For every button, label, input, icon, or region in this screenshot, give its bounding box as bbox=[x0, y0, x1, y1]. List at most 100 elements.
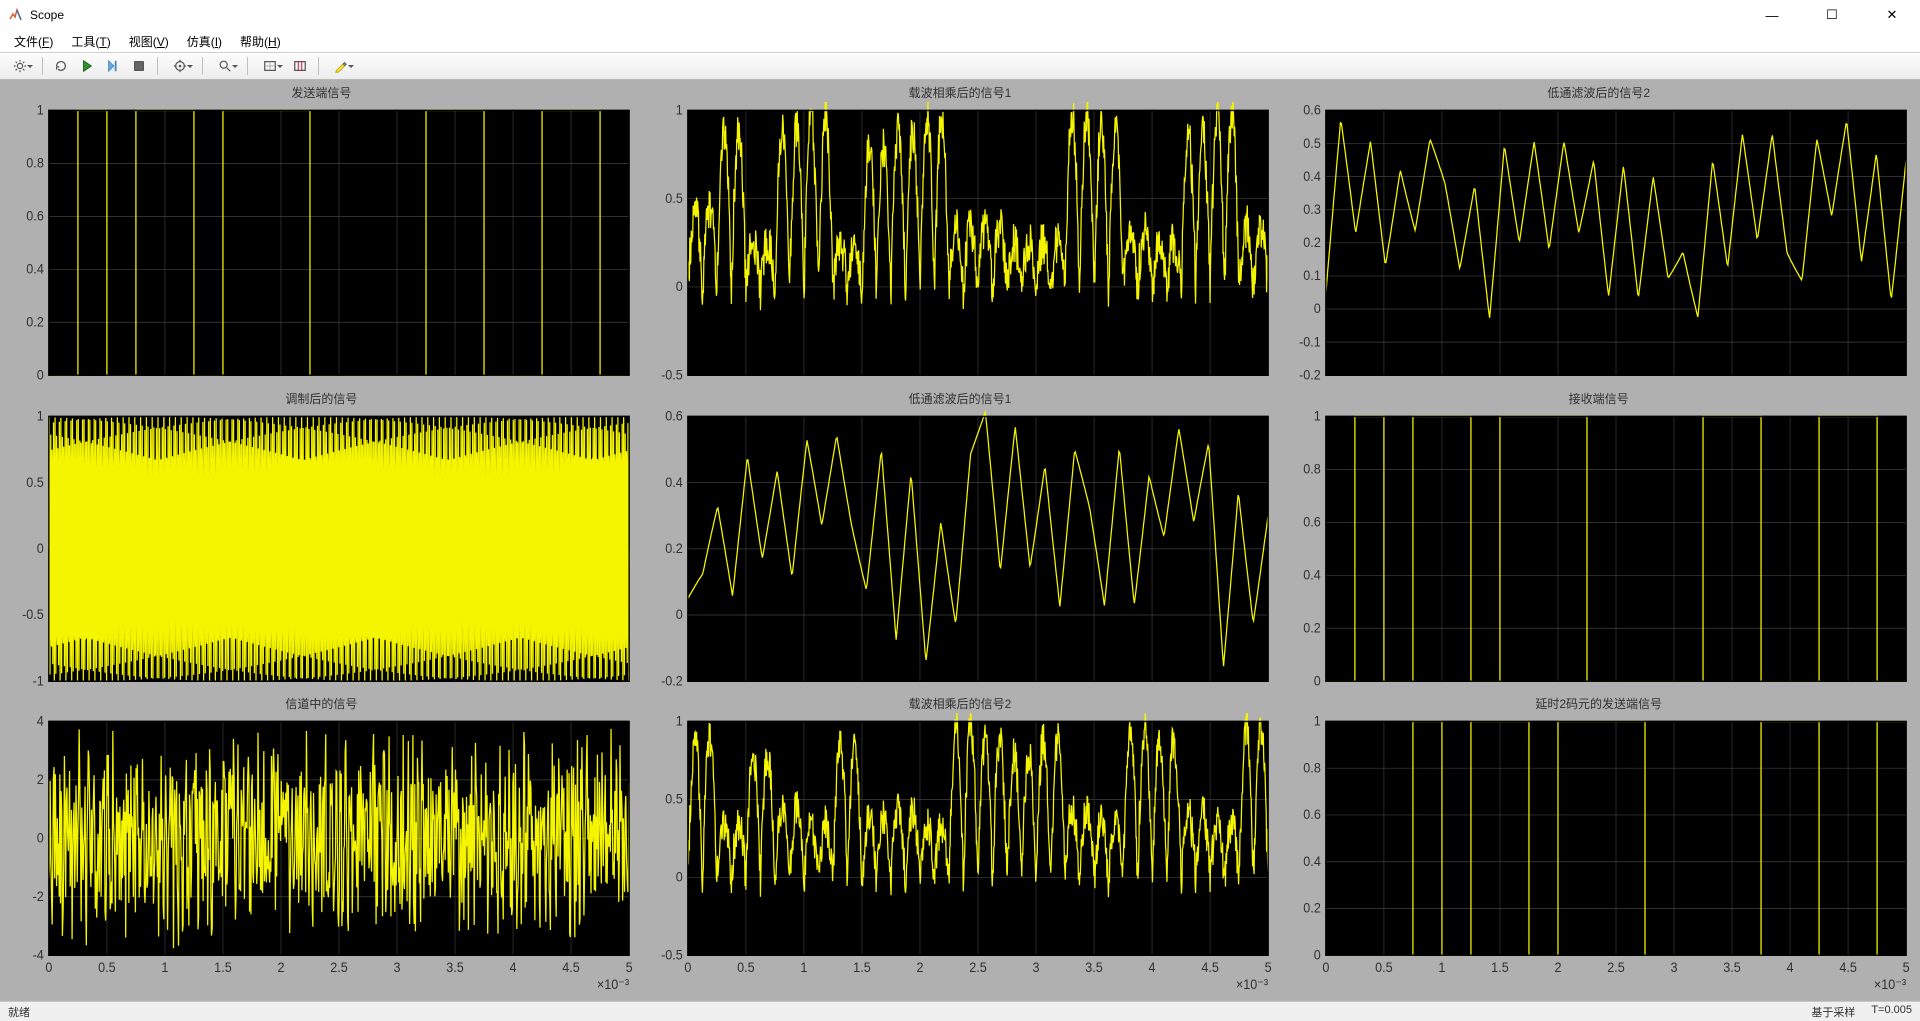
menu-h[interactable]: 帮助(H) bbox=[232, 31, 289, 52]
highlight-button[interactable] bbox=[325, 55, 357, 77]
svg-text:0.6: 0.6 bbox=[26, 208, 44, 224]
scope-panel-1[interactable]: 载波相乘后的信号1-0.500.51 bbox=[645, 86, 1276, 384]
plot-axes[interactable]: -1-0.500.51 bbox=[6, 408, 637, 690]
svg-text:0.2: 0.2 bbox=[1304, 234, 1322, 250]
svg-text:-4: -4 bbox=[33, 947, 45, 963]
svg-text:0.2: 0.2 bbox=[1304, 620, 1322, 636]
svg-text:0.5: 0.5 bbox=[665, 190, 683, 206]
svg-text:0.5: 0.5 bbox=[737, 960, 755, 976]
svg-text:0.8: 0.8 bbox=[1304, 461, 1322, 477]
scope-panel-5[interactable]: 接收端信号00.20.40.60.81 bbox=[1283, 392, 1914, 690]
svg-text:1.5: 1.5 bbox=[853, 960, 871, 976]
svg-text:0.8: 0.8 bbox=[26, 155, 44, 171]
scope-panel-8[interactable]: 延时2码元的发送端信号00.20.40.60.8100.511.522.533.… bbox=[1283, 697, 1914, 995]
svg-text:4: 4 bbox=[510, 960, 518, 976]
menu-f[interactable]: 文件(F) bbox=[6, 31, 61, 52]
toolbar-separator bbox=[318, 57, 319, 75]
svg-text:1.5: 1.5 bbox=[214, 960, 232, 976]
cursors-button[interactable] bbox=[288, 55, 312, 77]
svg-text:-2: -2 bbox=[33, 889, 44, 905]
plot-axes[interactable]: -0.200.20.40.6 bbox=[645, 408, 1276, 690]
svg-text:-1: -1 bbox=[33, 672, 44, 688]
svg-text:3: 3 bbox=[1671, 960, 1678, 976]
svg-text:4: 4 bbox=[1787, 960, 1795, 976]
matlab-icon bbox=[8, 7, 24, 23]
statusbar: 就绪 基于采样 T=0.005 bbox=[0, 1001, 1920, 1021]
toolbar-separator bbox=[42, 57, 43, 75]
titlebar: Scope — ☐ ✕ bbox=[0, 0, 1920, 30]
svg-text:0: 0 bbox=[675, 606, 682, 622]
status-mode: 基于采样 bbox=[1811, 1004, 1855, 1020]
toolbar bbox=[0, 52, 1920, 80]
svg-text:0.2: 0.2 bbox=[26, 314, 44, 330]
toolbar-separator bbox=[247, 57, 248, 75]
scope-panel-2[interactable]: 低通滤波后的信号2-0.2-0.100.10.20.30.40.50.6 bbox=[1283, 86, 1914, 384]
svg-text:×10⁻³: ×10⁻³ bbox=[1236, 977, 1269, 993]
svg-text:0.5: 0.5 bbox=[98, 960, 116, 976]
scope-panel-0[interactable]: 发送端信号00.20.40.60.81 bbox=[6, 86, 637, 384]
menu-v[interactable]: 视图(V) bbox=[121, 31, 177, 52]
plot-axes[interactable]: -0.500.51 bbox=[645, 102, 1276, 384]
svg-text:-0.5: -0.5 bbox=[22, 606, 44, 622]
panel-title: 发送端信号 bbox=[6, 86, 637, 102]
plot-axes[interactable]: -4-202400.511.522.533.544.55×10⁻³ bbox=[6, 713, 637, 995]
svg-text:3.5: 3.5 bbox=[446, 960, 464, 976]
panel-title: 接收端信号 bbox=[1283, 392, 1914, 408]
step-button[interactable] bbox=[101, 55, 125, 77]
svg-text:-0.5: -0.5 bbox=[661, 947, 683, 963]
svg-text:0: 0 bbox=[37, 540, 44, 556]
scope-panel-4[interactable]: 低通滤波后的信号1-0.200.20.40.6 bbox=[645, 392, 1276, 690]
svg-text:-0.2: -0.2 bbox=[661, 672, 683, 688]
svg-text:0.2: 0.2 bbox=[665, 540, 683, 556]
restart-button[interactable] bbox=[49, 55, 73, 77]
svg-text:0.6: 0.6 bbox=[1304, 807, 1322, 823]
svg-text:1: 1 bbox=[675, 102, 682, 118]
triggers-button[interactable] bbox=[164, 55, 196, 77]
svg-text:1: 1 bbox=[800, 960, 807, 976]
panel-title: 信道中的信号 bbox=[6, 697, 637, 713]
stop-button[interactable] bbox=[127, 55, 151, 77]
minimize-button[interactable]: — bbox=[1752, 1, 1792, 29]
scope-panel-7[interactable]: 载波相乘后的信号2-0.500.5100.511.522.533.544.55×… bbox=[645, 697, 1276, 995]
run-button[interactable] bbox=[75, 55, 99, 77]
plot-axes[interactable]: 00.20.40.60.8100.511.522.533.544.55×10⁻³ bbox=[1283, 713, 1914, 995]
plot-axes[interactable]: 00.20.40.60.81 bbox=[6, 102, 637, 384]
svg-text:4.5: 4.5 bbox=[562, 960, 580, 976]
svg-text:0.5: 0.5 bbox=[665, 791, 683, 807]
menu-t[interactable]: 工具(T) bbox=[63, 31, 118, 52]
panel-title: 载波相乘后的信号2 bbox=[645, 697, 1276, 713]
config-button[interactable] bbox=[4, 55, 36, 77]
plot-axes[interactable]: -0.500.5100.511.522.533.544.55×10⁻³ bbox=[645, 713, 1276, 995]
svg-text:2: 2 bbox=[1555, 960, 1562, 976]
svg-text:0: 0 bbox=[1314, 947, 1321, 963]
close-button[interactable]: ✕ bbox=[1872, 1, 1912, 29]
toolbar-separator bbox=[202, 57, 203, 75]
autoscale-button[interactable] bbox=[254, 55, 286, 77]
panel-title: 低通滤波后的信号1 bbox=[645, 392, 1276, 408]
svg-text:-0.5: -0.5 bbox=[661, 367, 683, 383]
svg-text:1: 1 bbox=[37, 408, 44, 424]
svg-text:0.4: 0.4 bbox=[665, 474, 683, 490]
svg-text:1: 1 bbox=[161, 960, 168, 976]
scope-panel-3[interactable]: 调制后的信号-1-0.500.51 bbox=[6, 392, 637, 690]
maximize-button[interactable]: ☐ bbox=[1812, 1, 1852, 29]
menu-i[interactable]: 仿真(I) bbox=[179, 31, 230, 52]
zoom-button[interactable] bbox=[209, 55, 241, 77]
status-time: T=0.005 bbox=[1871, 1004, 1912, 1020]
svg-text:0.5: 0.5 bbox=[1375, 960, 1393, 976]
panel-title: 低通滤波后的信号2 bbox=[1283, 86, 1914, 102]
svg-text:2.5: 2.5 bbox=[330, 960, 348, 976]
svg-text:0: 0 bbox=[684, 960, 691, 976]
scope-panel-6[interactable]: 信道中的信号-4-202400.511.522.533.544.55×10⁻³ bbox=[6, 697, 637, 995]
plot-axes[interactable]: 00.20.40.60.81 bbox=[1283, 408, 1914, 690]
svg-text:-0.2: -0.2 bbox=[1299, 367, 1321, 383]
svg-text:3.5: 3.5 bbox=[1085, 960, 1103, 976]
panel-title: 载波相乘后的信号1 bbox=[645, 86, 1276, 102]
svg-text:3.5: 3.5 bbox=[1724, 960, 1742, 976]
svg-text:0: 0 bbox=[1323, 960, 1330, 976]
svg-text:2.5: 2.5 bbox=[969, 960, 987, 976]
svg-text:0.4: 0.4 bbox=[1304, 854, 1322, 870]
plot-axes[interactable]: -0.2-0.100.10.20.30.40.50.6 bbox=[1283, 102, 1914, 384]
svg-text:4: 4 bbox=[1148, 960, 1156, 976]
svg-text:5: 5 bbox=[626, 960, 633, 976]
